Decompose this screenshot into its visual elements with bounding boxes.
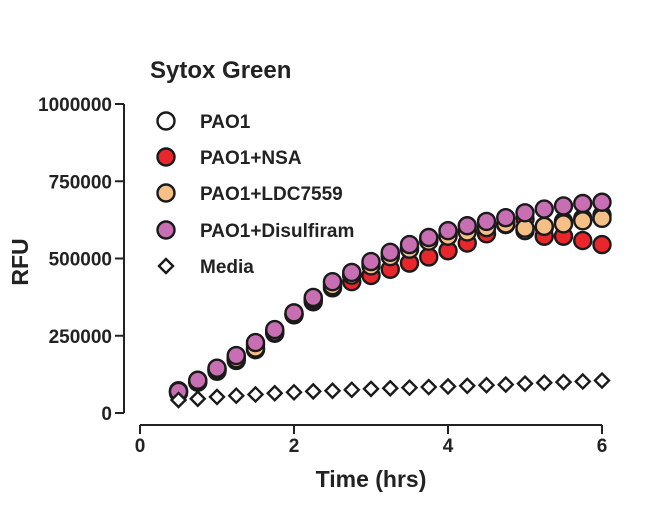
legend-marker (157, 257, 175, 275)
data-point (265, 319, 285, 340)
data-point (342, 262, 362, 283)
data-point (188, 370, 208, 390)
legend-label: PAO1 (200, 112, 251, 133)
y-axis: 0 250000 500000 750000 1000000 (38, 95, 125, 425)
x-axis-label: Time (hrs) (316, 466, 427, 492)
legend-item: PAO1+LDC7559 (156, 183, 343, 205)
data-point (399, 234, 420, 255)
y-axis-label: RFU (7, 238, 33, 285)
data-point (303, 287, 323, 308)
data-point (343, 381, 361, 399)
x-axis: 0 2 4 6 (135, 424, 608, 457)
data-point (573, 211, 593, 231)
data-point (592, 234, 612, 255)
legend-item: PAO1+NSA (156, 147, 302, 169)
data-point (380, 242, 400, 263)
chart-title: Sytox Green (150, 57, 291, 84)
legend-item: PAO1 (156, 111, 251, 133)
data-point (226, 345, 246, 366)
data-point (476, 211, 497, 232)
y-tick-label: 250000 (49, 327, 112, 348)
data-point (169, 391, 188, 409)
series-media (169, 371, 611, 409)
legend-marker (156, 183, 176, 203)
x-tick-label: 2 (289, 436, 300, 457)
data-point (516, 374, 534, 393)
data-point (207, 358, 227, 378)
y-tick-label: 0 (101, 404, 112, 425)
legend-label: Media (200, 257, 254, 278)
data-point (535, 374, 553, 392)
data-point (381, 379, 399, 397)
legend-marker (156, 111, 176, 131)
data-point (419, 247, 439, 267)
y-tick-label: 500000 (49, 250, 112, 271)
data-point (322, 271, 343, 292)
data-point (419, 227, 439, 248)
data-point (438, 220, 458, 241)
legend-label: PAO1+NSA (200, 148, 302, 169)
y-tick-label: 750000 (49, 172, 112, 193)
data-point (362, 380, 380, 398)
data-point (574, 372, 592, 391)
data-point (245, 332, 266, 353)
data-point (553, 214, 574, 234)
data-point (496, 208, 516, 228)
data-point (457, 216, 477, 236)
data-point (284, 303, 304, 323)
data-point (285, 383, 303, 401)
data-point (400, 378, 419, 397)
data-point (227, 386, 245, 405)
data-point (189, 390, 207, 408)
legend-label: PAO1+LDC7559 (200, 184, 343, 205)
legend-item: Media (157, 257, 254, 278)
series-layer (168, 192, 612, 409)
data-point (573, 193, 593, 214)
data-point (323, 382, 342, 400)
data-point (515, 203, 535, 223)
series-pao1-disulfiram (168, 192, 612, 402)
data-point (553, 196, 574, 216)
x-tick-label: 0 (135, 436, 146, 457)
data-point (477, 376, 496, 394)
legend-item: PAO1+Disulfiram (156, 220, 354, 242)
data-point (554, 373, 573, 391)
data-point (592, 208, 612, 229)
legend-label: PAO1+Disulfiram (200, 221, 354, 242)
data-point (593, 371, 611, 390)
data-point (304, 382, 322, 401)
data-point (534, 216, 554, 237)
x-tick-label: 6 (597, 436, 608, 457)
y-tick-label: 1000000 (38, 95, 112, 116)
data-point (534, 199, 554, 219)
data-point (246, 385, 265, 404)
data-point (497, 375, 515, 394)
data-point (266, 384, 284, 402)
data-point (420, 378, 438, 396)
data-point (573, 230, 593, 251)
data-point (458, 377, 476, 395)
legend: PAO1 PAO1+NSA PAO1+LDC7559 PAO1+Disulfiram M… (156, 111, 354, 278)
data-point (208, 388, 226, 406)
data-point (439, 377, 457, 396)
x-tick-label: 4 (443, 436, 454, 457)
data-point (361, 251, 381, 272)
data-point (592, 192, 612, 212)
legend-marker (156, 220, 176, 240)
legend-marker (156, 147, 176, 167)
